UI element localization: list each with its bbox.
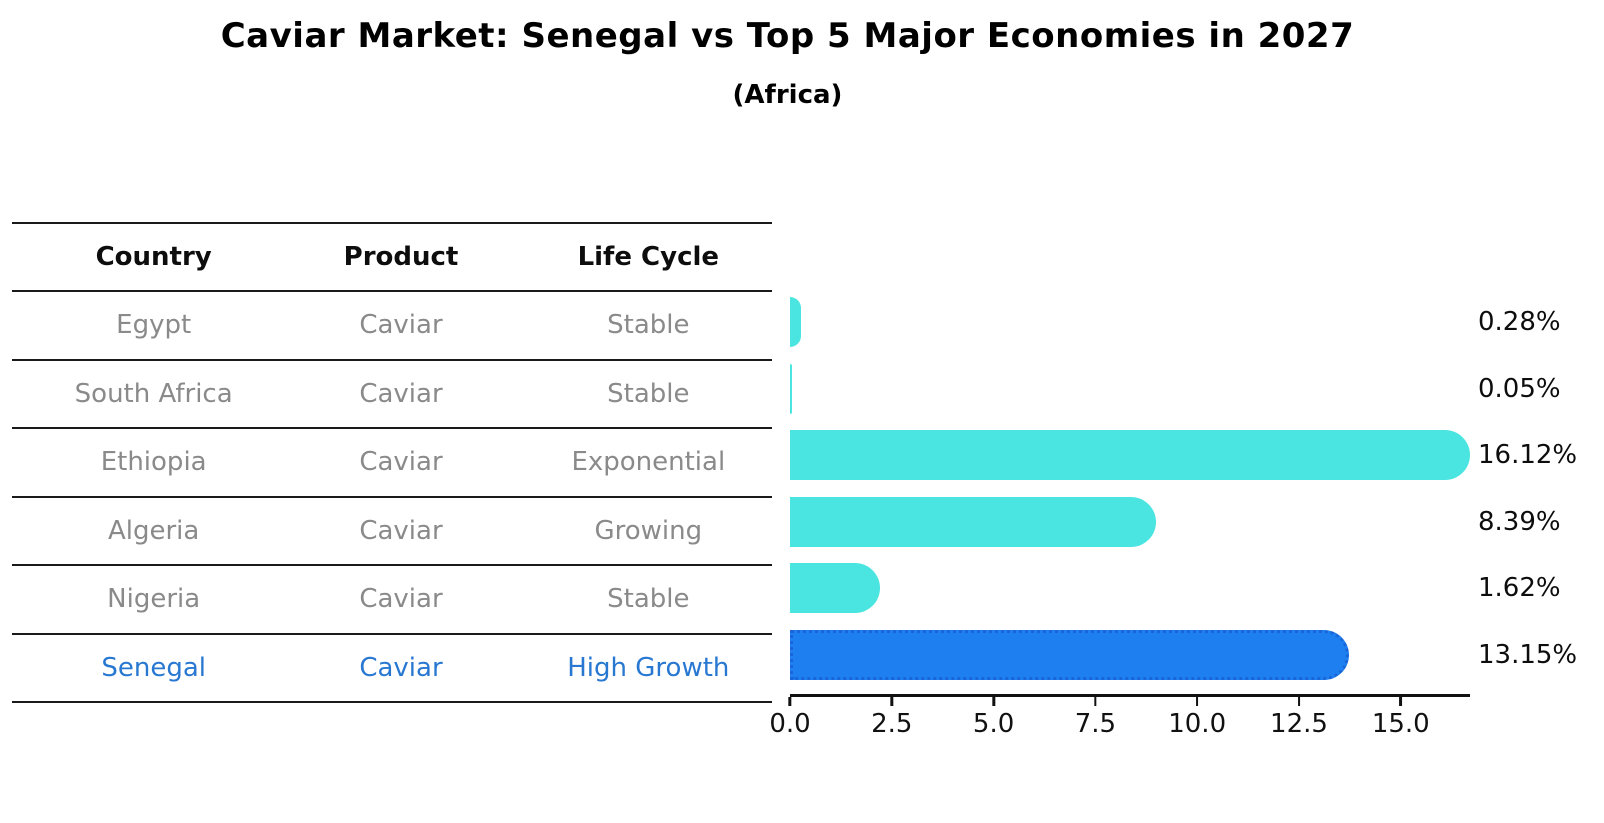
table-row: Ethiopia Caviar Exponential <box>12 429 772 498</box>
country-cell: Senegal <box>101 652 206 683</box>
x-tick-label: 2.5 <box>871 709 913 739</box>
country-cell: Ethiopia <box>100 447 207 478</box>
x-axis-tick: 2.5 <box>871 697 912 739</box>
product-cell: Caviar <box>359 447 443 478</box>
value-label: 16.12% <box>1478 440 1578 471</box>
bar-row <box>790 356 1470 423</box>
country-cell: South Africa <box>74 378 233 409</box>
value-label: 13.15% <box>1478 639 1578 670</box>
product-cell: Caviar <box>359 310 443 341</box>
x-axis-tick: 15.0 <box>1372 697 1430 739</box>
bar-row <box>790 289 1470 356</box>
bar-senegal-highlighted <box>790 629 1350 680</box>
life-cycle-cell: Stable <box>607 310 690 341</box>
x-axis-tick: 10.0 <box>1168 697 1226 739</box>
product-cell: Caviar <box>359 652 443 683</box>
x-axis: 0.0 2.5 5.0 7.5 10.0 12.5 15.0 <box>769 694 1470 744</box>
table-row: South Africa Caviar Stable <box>12 361 772 429</box>
column-header-life-cycle: Life Cycle <box>577 242 720 272</box>
value-label: 0.28% <box>1478 307 1561 338</box>
life-cycle-cell: Growing <box>594 515 703 546</box>
value-label: 8.39% <box>1478 506 1561 537</box>
bar-egypt <box>790 297 802 348</box>
value-label: 1.62% <box>1478 573 1561 604</box>
x-tick-label: 10.0 <box>1168 709 1227 739</box>
x-tick-label: 15.0 <box>1371 709 1430 739</box>
life-cycle-cell: Stable <box>607 584 690 615</box>
country-table: Country Product Life Cycle Egypt Caviar … <box>12 222 772 703</box>
x-axis-tick: 7.5 <box>1075 697 1116 739</box>
bar-row <box>790 555 1470 622</box>
country-cell: Nigeria <box>107 584 201 615</box>
column-header-country: Country <box>95 242 212 272</box>
life-cycle-cell: High Growth <box>567 652 730 683</box>
table-header-row: Country Product Life Cycle <box>12 224 772 292</box>
bar-ethiopia <box>790 430 1470 481</box>
bar-row <box>790 489 1470 556</box>
column-header-product: Product <box>343 242 459 272</box>
bar-nigeria <box>790 563 880 614</box>
x-axis-line <box>790 694 1470 697</box>
bar-plot-area <box>790 289 1470 688</box>
chart-title: Caviar Market: Senegal vs Top 5 Major Ec… <box>220 16 1355 56</box>
product-cell: Caviar <box>359 584 443 615</box>
bar-row <box>790 622 1470 689</box>
product-cell: Caviar <box>359 515 443 546</box>
life-cycle-cell: Stable <box>607 378 690 409</box>
country-cell: Egypt <box>116 310 192 341</box>
table-row: Egypt Caviar Stable <box>12 292 772 361</box>
table-row-highlighted: Senegal Caviar High Growth <box>12 635 772 703</box>
x-tick-label: 7.5 <box>1074 709 1117 739</box>
bar-algeria <box>790 496 1156 547</box>
table-row: Nigeria Caviar Stable <box>12 566 772 635</box>
value-labels: 0.28% 0.05% 16.12% 8.39% 1.62% 13.15% <box>1478 289 1604 688</box>
bar-row <box>790 422 1470 489</box>
chart-subtitle: (Africa) <box>732 80 843 110</box>
life-cycle-cell: Exponential <box>571 447 726 478</box>
bar-south-africa <box>790 363 793 414</box>
x-tick-label: 12.5 <box>1270 709 1328 739</box>
country-cell: Algeria <box>107 515 200 546</box>
x-axis-tick: 0.0 <box>769 697 811 739</box>
table-row: Algeria Caviar Growing <box>12 498 772 566</box>
x-axis-tick: 5.0 <box>973 697 1014 739</box>
value-label: 0.05% <box>1478 373 1561 404</box>
x-axis-tick: 12.5 <box>1270 697 1328 739</box>
x-tick-label: 0.0 <box>769 709 811 739</box>
x-tick-label: 5.0 <box>972 709 1015 739</box>
product-cell: Caviar <box>359 378 443 409</box>
